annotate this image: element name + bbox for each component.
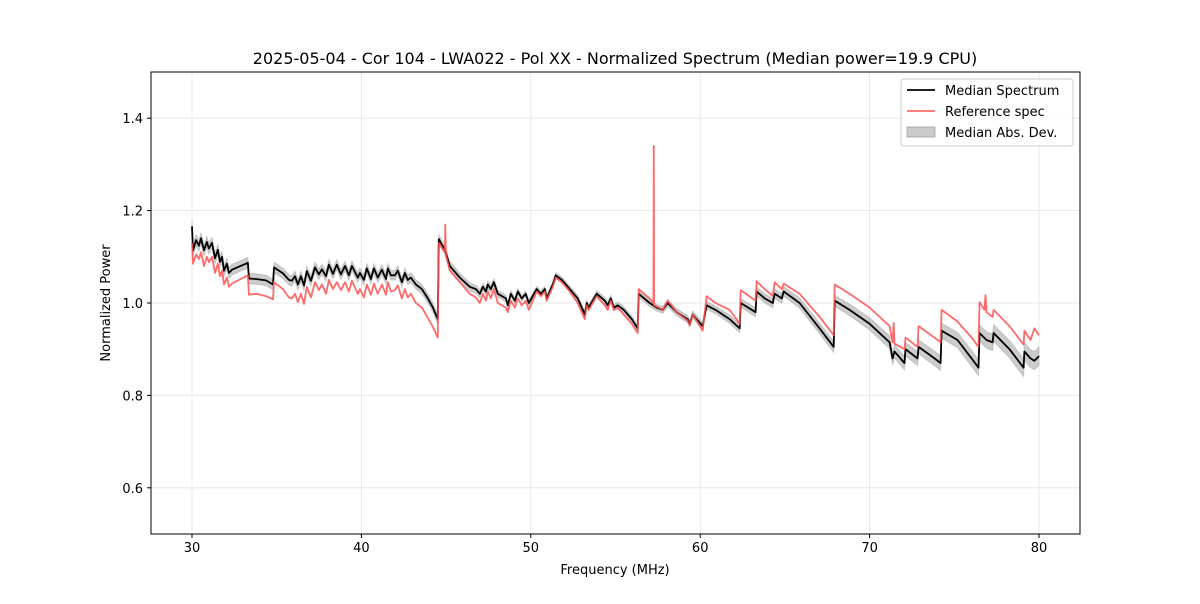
- legend-box: [900, 78, 1074, 147]
- reference-spectrum-line: [191, 144, 1040, 351]
- x-axis-label: Frequency (MHz): [560, 563, 669, 578]
- x-tick-label: 60: [692, 541, 709, 556]
- y-axis-label: Normalized Power: [99, 244, 114, 362]
- x-tick-label: 80: [1031, 541, 1048, 556]
- x-tick-label: 30: [184, 541, 201, 556]
- series-lines: [191, 144, 1040, 369]
- median-spectrum-line: [191, 226, 1040, 369]
- legend-median-label: Median Spectrum: [945, 84, 1059, 99]
- legend-reference-label: Reference spec: [945, 105, 1045, 120]
- legend-mad-label: Median Abs. Dev.: [945, 126, 1057, 141]
- y-tick-label: 1.0: [122, 297, 143, 312]
- x-tick-label: 70: [861, 541, 878, 556]
- x-tick-label: 40: [353, 541, 370, 556]
- y-tick-label: 0.8: [122, 389, 143, 404]
- y-tick-label: 0.6: [122, 482, 143, 497]
- y-tick-label: 1.2: [122, 205, 143, 220]
- ticks: 30 40 50 60 70 80 0.6 0.8 1.0 1.2 1.4: [122, 112, 1047, 556]
- chart-title: 2025-05-04 - Cor 104 - LWA022 - Pol XX -…: [253, 49, 977, 68]
- x-tick-label: 50: [523, 541, 540, 556]
- legend: Median Spectrum Reference spec Median Ab…: [900, 78, 1074, 147]
- legend-mad-swatch: [906, 126, 936, 138]
- y-tick-label: 1.4: [122, 112, 143, 127]
